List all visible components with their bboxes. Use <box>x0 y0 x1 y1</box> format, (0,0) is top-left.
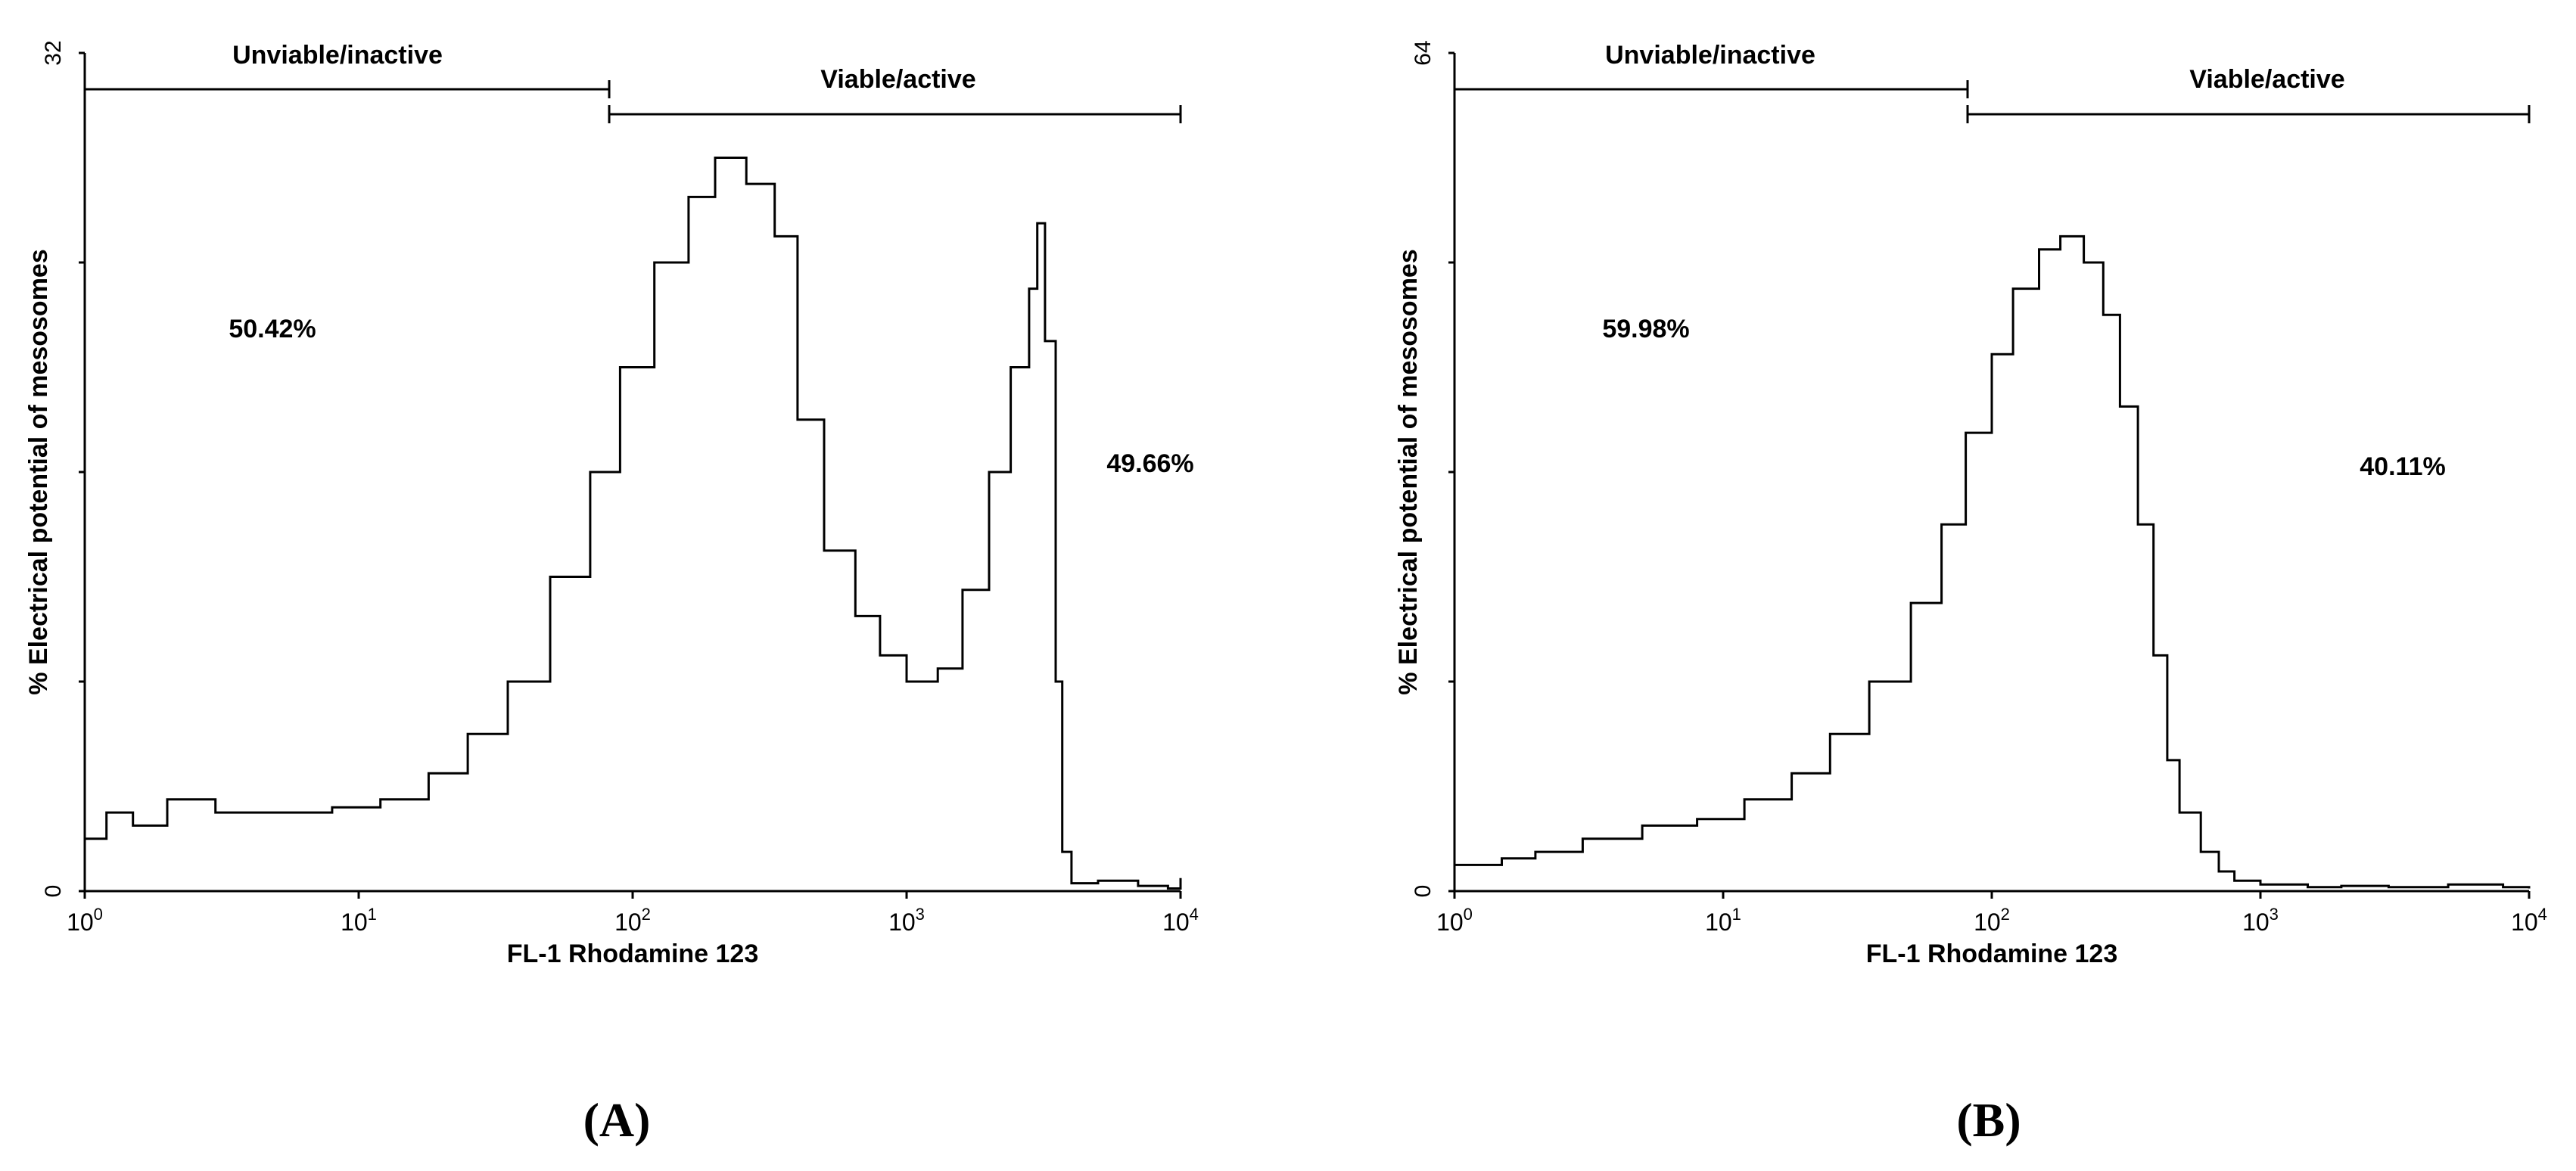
panel-a-gate-unviable <box>83 80 611 98</box>
panel-a: 32 0 100 101 102 103 104 FL-1 Rhodamine … <box>24 40 1199 1147</box>
panel-b-x-tick-label: 101 <box>1705 905 1741 936</box>
panel-a-pct-viable: 49.66% <box>1106 449 1193 478</box>
panel-b-x-tick-label: 102 <box>1974 905 2010 936</box>
panel-b-x-tick-label: 104 <box>2511 905 2547 936</box>
panel-a-y-tick-label-max: 32 <box>41 40 66 65</box>
panel-a-y-tick-label-min: 0 <box>41 885 66 898</box>
panel-a-gate-unviable-label: Unviable/inactive <box>232 41 443 70</box>
panel-a-x-tick-label: 102 <box>614 905 651 936</box>
panel-a-x-axis-title: FL-1 Rhodamine 123 <box>507 940 759 968</box>
panel-a-x-tick-label: 101 <box>341 905 377 936</box>
panel-b-histogram <box>1453 235 2531 891</box>
panel-b-y-axis-title: % Electrical potential of mesosomes <box>1394 249 1423 695</box>
panel-a-y-axis-title: % Electrical potential of mesosomes <box>24 249 53 695</box>
panel-b-label: (B) <box>1956 1093 2021 1147</box>
panel-a-histogram <box>83 157 1182 891</box>
panel-b-histogram-line <box>1453 235 2531 891</box>
panel-a-x-tick-label: 103 <box>888 905 925 936</box>
panel-b-gate-unviable-label: Unviable/inactive <box>1605 41 1815 70</box>
panel-b-gate-unviable <box>1453 80 1969 98</box>
panel-a-x-tick-label: 104 <box>1162 905 1199 936</box>
panel-b-pct-viable: 40.11% <box>2360 452 2445 481</box>
panel-b-x-axis-title: FL-1 Rhodamine 123 <box>1866 940 2118 968</box>
panel-b: 64 0 100 101 102 103 104 FL-1 Rhodamine … <box>1394 40 2547 1147</box>
panel-b-x-tick-label: 100 <box>1436 905 1473 936</box>
panel-b-y-tick-label-min: 0 <box>1411 885 1436 898</box>
panel-a-histogram-line <box>83 157 1182 891</box>
panel-a-pct-unviable: 50.42% <box>229 315 316 343</box>
panel-b-pct-unviable: 59.98% <box>1602 315 1689 343</box>
panel-a-gate-viable-label: Viable/active <box>820 65 975 94</box>
panel-a-x-tick-label: 100 <box>67 905 103 936</box>
panel-b-gate-viable-label: Viable/active <box>2189 65 2344 94</box>
panel-b-y-tick-label-max: 64 <box>1411 40 1436 65</box>
panel-a-gate-viable <box>608 105 1182 123</box>
panel-a-label: (A) <box>583 1093 651 1147</box>
panel-b-gate-viable <box>1966 105 2531 123</box>
panel-b-x-tick-label: 103 <box>2242 905 2279 936</box>
